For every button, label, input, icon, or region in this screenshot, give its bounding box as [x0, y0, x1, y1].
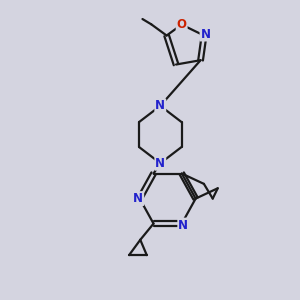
Text: N: N: [155, 157, 165, 170]
Text: N: N: [155, 99, 165, 112]
Text: N: N: [200, 28, 211, 40]
Text: N: N: [133, 192, 143, 205]
Text: O: O: [177, 18, 187, 31]
Text: N: N: [178, 219, 188, 232]
